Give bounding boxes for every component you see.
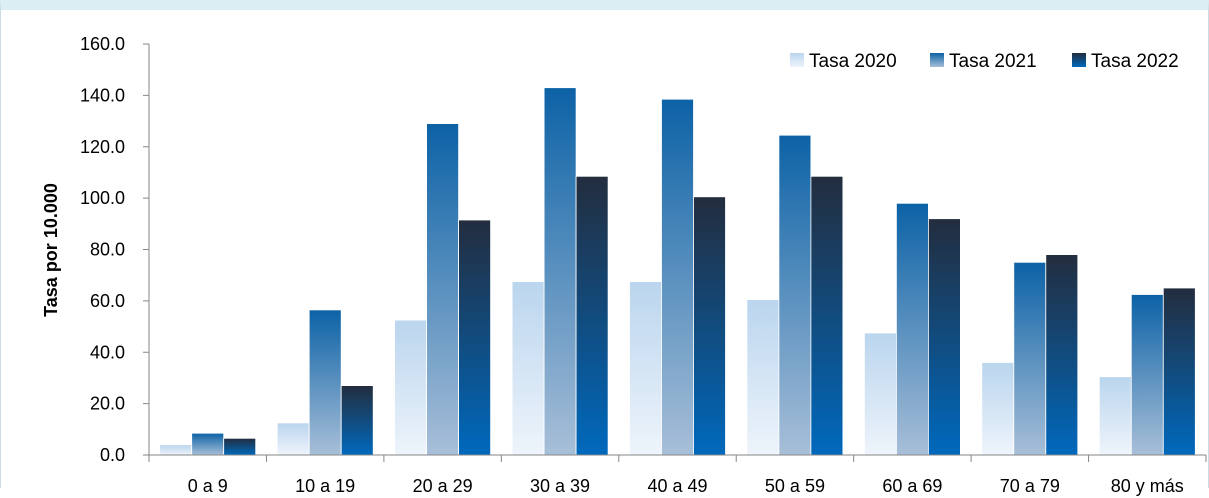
y-tick-label: 40.0: [90, 342, 125, 362]
x-tick-label: 30 a 39: [530, 476, 590, 496]
bar-tasa-2022-0: [223, 437, 257, 456]
bar-tasa-2020-1: [276, 422, 310, 456]
bar-tasa-2022-5: [810, 175, 844, 456]
x-tick-label: 40 a 49: [647, 476, 707, 496]
x-tick-label: 50 a 59: [765, 476, 825, 496]
bar-tasa-2021-0: [191, 432, 225, 456]
bar-tasa-2020-4: [629, 281, 662, 456]
x-tick-labels: 0 a 9 10 a 19 20 a 29 30 a 39 40 a 49 50 a 59…: [188, 476, 1184, 496]
y-tick-label: 80.0: [90, 240, 125, 260]
y-tick-label: 120.0: [80, 137, 125, 157]
bar-tasa-2020-8: [1098, 376, 1132, 456]
bar-tasa-2021-7: [1013, 261, 1047, 456]
y-axis-title: Tasa por 10.000: [41, 183, 61, 317]
y-tick-label: 20.0: [90, 394, 125, 414]
bar-tasa-2021-3: [543, 87, 577, 456]
x-tick-label: 70 a 79: [1000, 476, 1060, 496]
bar-tasa-2022-3: [575, 175, 609, 456]
x-tick-label: 0 a 9: [188, 476, 228, 496]
x-tick-label: 10 a 19: [295, 476, 355, 496]
bar-tasa-2022-7: [1045, 254, 1079, 456]
bar-tasa-2021-8: [1130, 294, 1164, 456]
legend-swatch: [930, 53, 944, 67]
bar-tasa-2021-2: [426, 123, 460, 456]
y-tick-label: 160.0: [80, 34, 125, 54]
bar-tasa-2020-3: [511, 281, 545, 456]
bar-tasa-2021-4: [661, 98, 694, 456]
bar-tasa-2021-1: [308, 309, 342, 456]
bar-tasa-2020-5: [746, 299, 780, 456]
bar-tasa-2022-4: [693, 196, 726, 456]
bars-group: [159, 87, 1196, 456]
y-tick-label: 0.0: [100, 445, 125, 465]
bar-tasa-2021-6: [896, 202, 929, 456]
legend: Tasa 2020 Tasa 2021 Tasa 2022: [790, 51, 1179, 72]
legend-swatch: [1072, 53, 1086, 67]
bar-tasa-2022-6: [928, 218, 961, 456]
legend-label: Tasa 2022: [1091, 51, 1179, 72]
bar-tasa-2020-2: [394, 319, 428, 456]
x-tick-label: 80 y más: [1111, 476, 1184, 496]
legend-label: Tasa 2020: [809, 51, 897, 72]
bar-tasa-2020-7: [981, 362, 1015, 456]
y-tick-label: 140.0: [80, 85, 125, 105]
axes-group: [143, 43, 1207, 462]
bar-tasa-2020-6: [864, 332, 897, 456]
bar-tasa-2022-2: [458, 219, 492, 456]
x-tick-label: 20 a 29: [413, 476, 473, 496]
bar-tasa-2020-0: [159, 444, 193, 456]
y-tick-label: 100.0: [80, 188, 125, 208]
legend-swatch: [790, 53, 804, 67]
x-tick-label: 60 a 69: [882, 476, 942, 496]
bar-tasa-2021-5: [778, 134, 812, 456]
bar-tasa-2022-8: [1162, 287, 1196, 456]
bar-tasa-2022-1: [340, 385, 374, 456]
y-tick-label: 60.0: [90, 291, 125, 311]
legend-label: Tasa 2021: [949, 51, 1037, 72]
y-tick-labels: 0.0 20.0 40.0 60.0 80.0 100.0 120.0 140.0 160.0: [80, 34, 125, 465]
bar-chart: 0.020.040.060.080.0100.0120.0140.0160.0 …: [41, 34, 1207, 496]
